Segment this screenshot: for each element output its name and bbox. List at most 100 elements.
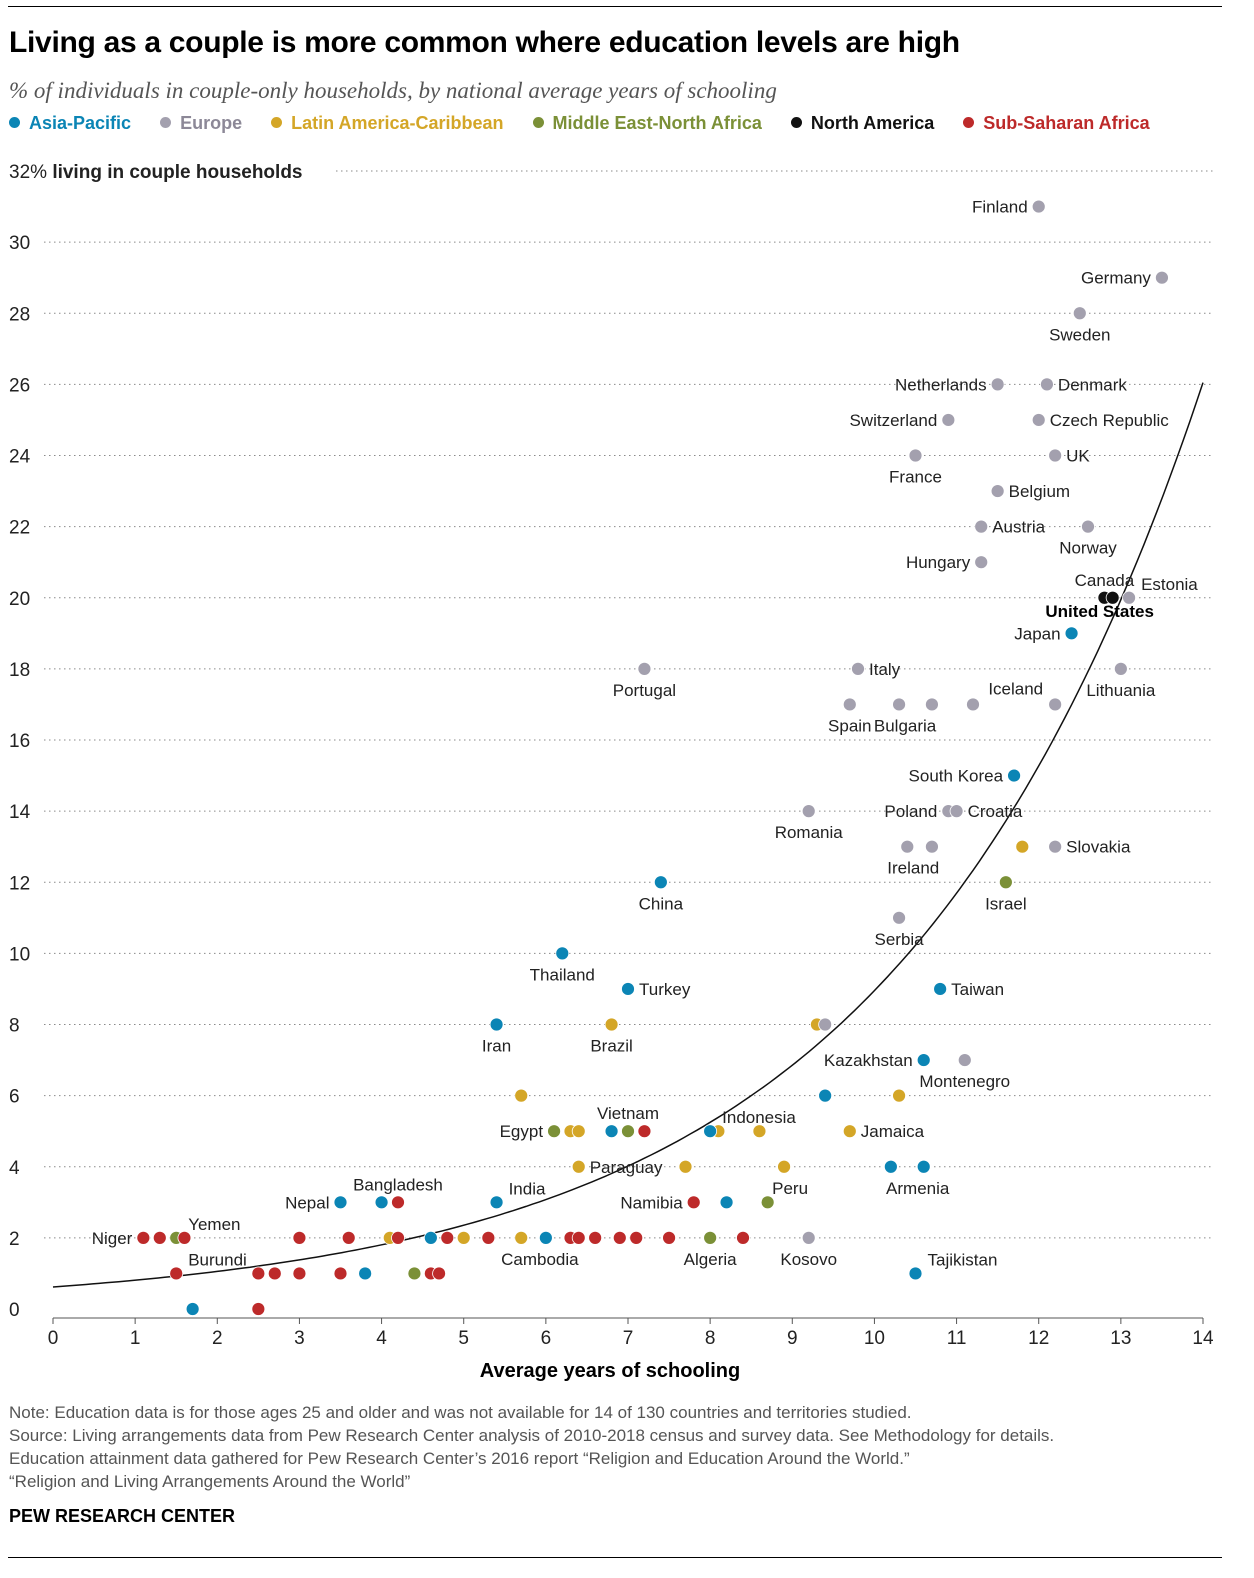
- point-label: Ireland: [887, 859, 939, 878]
- y-tick-label: 10: [9, 944, 30, 965]
- y-tick-label: 12: [9, 873, 30, 894]
- data-point: [908, 448, 923, 463]
- legend-item-mena: Middle East-North Africa: [532, 113, 762, 134]
- y-tick-label: 4: [9, 1158, 20, 1179]
- data-point: [604, 1017, 619, 1032]
- point-label: Denmark: [1058, 375, 1127, 394]
- data-point: [998, 875, 1013, 890]
- data-point: [251, 1266, 266, 1281]
- point-label: Croatia: [968, 802, 1023, 821]
- data-point: [752, 1124, 767, 1139]
- data-point: [1031, 413, 1046, 427]
- y-tick-label: 16: [9, 731, 30, 752]
- data-point: [1072, 306, 1087, 321]
- data-point: [818, 1088, 833, 1103]
- data-point: [1064, 626, 1079, 641]
- x-tick-label: 10: [864, 1328, 885, 1349]
- note-line: Note: Education data is for those ages 2…: [9, 1403, 912, 1422]
- legend-dot-asia: [9, 117, 20, 128]
- data-point: [292, 1266, 307, 1281]
- x-tick-label: 7: [623, 1328, 634, 1349]
- data-point: [703, 1230, 718, 1245]
- point-label: Niger: [92, 1229, 133, 1248]
- brand-logo-text: PEW RESEARCH CENTER: [9, 1506, 236, 1526]
- data-point: [571, 1124, 586, 1139]
- point-label: Austria: [992, 518, 1045, 537]
- y-axis-label: 32% living in couple households: [9, 162, 303, 183]
- legend-label-latam: Latin America-Caribbean: [291, 113, 504, 133]
- point-label: Thailand: [530, 965, 595, 984]
- data-point: [949, 804, 964, 819]
- point-label: China: [639, 894, 684, 913]
- data-point: [1048, 448, 1063, 463]
- data-point: [177, 1230, 192, 1245]
- data-point: [391, 1230, 405, 1245]
- legend-dot-latam: [271, 117, 283, 128]
- point-label: Taiwan: [951, 980, 1004, 999]
- point-label: Algeria: [684, 1250, 737, 1269]
- data-point: [925, 839, 939, 854]
- data-point: [662, 1230, 676, 1245]
- data-point: [555, 946, 570, 961]
- data-point: [374, 1195, 389, 1210]
- y-tick-label: 14: [9, 802, 31, 823]
- point-label: Tajikistan: [928, 1250, 998, 1269]
- data-point: [842, 1124, 857, 1139]
- legend-label-africa: Sub-Saharan Africa: [983, 113, 1150, 133]
- point-label: Poland: [884, 802, 937, 821]
- data-point: [432, 1266, 446, 1281]
- data-point: [407, 1266, 422, 1281]
- data-point: [514, 1088, 529, 1103]
- data-point: [1015, 839, 1030, 854]
- data-point: [925, 697, 939, 712]
- y-tick-label: 6: [9, 1087, 20, 1108]
- data-point: [966, 697, 980, 712]
- point-label: India: [509, 1179, 546, 1198]
- point-label: Brazil: [590, 1037, 633, 1056]
- source-line: Source: Living arrangements data from Pe…: [9, 1426, 1055, 1445]
- point-label: South Korea: [909, 767, 1004, 786]
- data-point: [514, 1230, 529, 1245]
- point-label: Romania: [775, 823, 844, 842]
- data-point: [547, 1124, 561, 1139]
- chart-subtitle: % of individuals in couple-only househol…: [9, 78, 777, 103]
- point-label: Egypt: [500, 1122, 544, 1141]
- point-label: Israel: [985, 894, 1027, 913]
- data-point: [333, 1195, 348, 1210]
- data-point: [990, 484, 1005, 498]
- point-label: Burundi: [188, 1250, 247, 1269]
- data-point: [933, 982, 948, 996]
- data-point: [136, 1230, 151, 1245]
- point-label: Peru: [772, 1179, 808, 1198]
- x-tick-label: 4: [376, 1328, 387, 1349]
- data-point: [185, 1302, 200, 1316]
- legend-label-namerica: North America: [810, 113, 935, 133]
- x-tick-label: 11: [947, 1328, 967, 1349]
- point-label: Spain: [828, 716, 871, 735]
- data-point: [571, 1230, 586, 1245]
- data-point: [604, 1124, 619, 1139]
- data-point: [686, 1195, 701, 1210]
- data-point: [612, 1230, 627, 1245]
- data-point: [941, 413, 956, 427]
- x-tick-label: 6: [541, 1328, 552, 1349]
- data-point: [957, 1053, 972, 1067]
- data-point: [1048, 697, 1063, 712]
- point-label: Estonia: [1141, 575, 1198, 594]
- legend-item-namerica: North America: [790, 113, 935, 134]
- y-tick-label: 18: [9, 660, 30, 681]
- report-title-line: “Religion and Living Arrangements Around…: [9, 1472, 411, 1491]
- data-point: [169, 1266, 184, 1281]
- data-point: [1040, 377, 1054, 392]
- chart-title: Living as a couple is more common where …: [9, 26, 960, 59]
- legend-dot-mena: [532, 117, 544, 128]
- data-point: [333, 1266, 348, 1281]
- data-point: [358, 1266, 373, 1281]
- trend-line: [52, 382, 1204, 1288]
- y-axis-title: living in couple households: [52, 162, 302, 183]
- x-tick-label: 9: [787, 1328, 798, 1349]
- data-point: [892, 910, 906, 925]
- data-point: [653, 875, 668, 890]
- data-point: [1081, 519, 1095, 534]
